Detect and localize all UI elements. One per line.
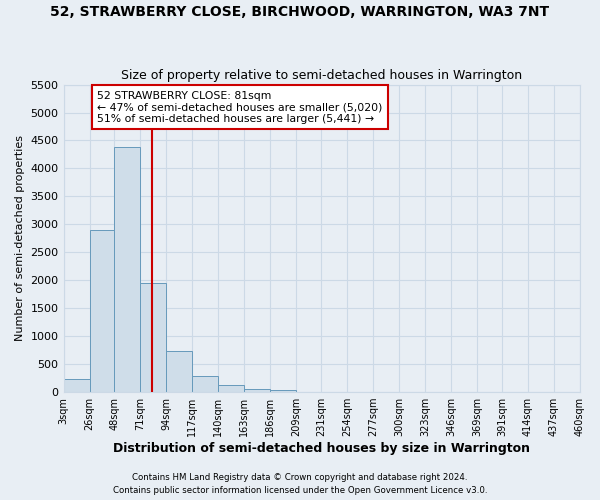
- X-axis label: Distribution of semi-detached houses by size in Warrington: Distribution of semi-detached houses by …: [113, 442, 530, 455]
- Bar: [271, 390, 296, 392]
- Text: Contains HM Land Registry data © Crown copyright and database right 2024.
Contai: Contains HM Land Registry data © Crown c…: [113, 474, 487, 495]
- Bar: [89, 230, 115, 392]
- Y-axis label: Number of semi-detached properties: Number of semi-detached properties: [15, 136, 25, 342]
- Bar: [218, 385, 244, 392]
- Bar: [193, 376, 218, 392]
- Bar: [115, 147, 140, 392]
- Text: 52 STRAWBERRY CLOSE: 81sqm
← 47% of semi-detached houses are smaller (5,020)
51%: 52 STRAWBERRY CLOSE: 81sqm ← 47% of semi…: [97, 90, 382, 124]
- Bar: [166, 350, 193, 392]
- Bar: [244, 388, 271, 392]
- Title: Size of property relative to semi-detached houses in Warrington: Size of property relative to semi-detach…: [121, 69, 523, 82]
- Bar: [140, 283, 166, 392]
- Text: 52, STRAWBERRY CLOSE, BIRCHWOOD, WARRINGTON, WA3 7NT: 52, STRAWBERRY CLOSE, BIRCHWOOD, WARRING…: [50, 5, 550, 19]
- Bar: [64, 378, 89, 392]
